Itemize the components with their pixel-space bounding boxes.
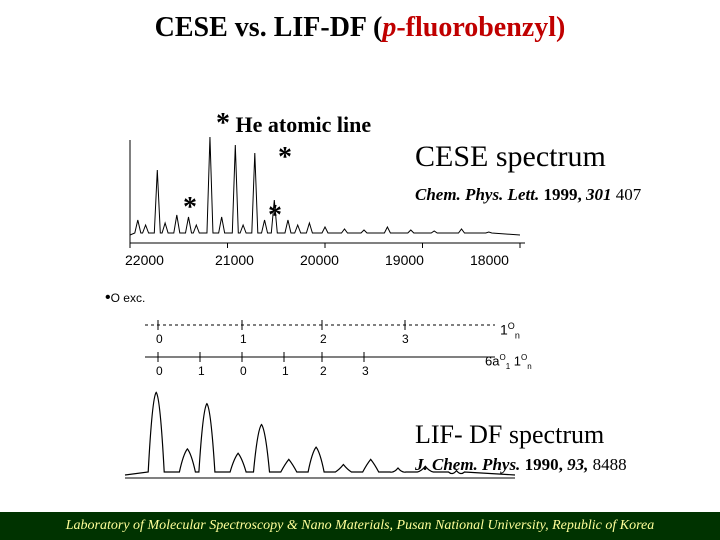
mid-bot-tick-l0: 0 — [156, 364, 163, 378]
lif-year: 1990, — [525, 455, 563, 474]
cese-year: 1999, — [543, 185, 581, 204]
mid-top-tick-2: 2 — [320, 332, 327, 346]
cese-spectrum-chart — [115, 130, 535, 250]
slide-title: CESE vs. LIF-DF (p-fluorobenzyl) — [0, 0, 720, 44]
mid-bot-tick-r3: 3 — [362, 364, 369, 378]
lif-page: 8488 — [593, 455, 627, 474]
title-part1: CESE vs. LIF-DF ( — [155, 12, 383, 43]
mid-bot-right: 6aO1 1On — [485, 353, 532, 371]
title-part3: -fluorobenzyl) — [396, 12, 565, 43]
lif-df-label: LIF- DF spectrum — [415, 420, 604, 450]
mid-top-right-1: 1On — [500, 321, 520, 340]
top-xtick-4: 18000 — [470, 252, 509, 268]
footer-text: Laboratory of Molecular Spectroscopy & N… — [66, 518, 654, 534]
lif-citation: J. Chem. Phys. 1990, 93, 8488 — [415, 455, 627, 475]
mid-top-tick-3: 3 — [402, 332, 409, 346]
mid-bot-tick-r2: 2 — [320, 364, 327, 378]
top-xtick-0: 22000 — [125, 252, 164, 268]
cese-page: 407 — [616, 185, 642, 204]
title-part2: p — [382, 12, 396, 43]
cese-vol: 301 — [586, 185, 612, 204]
top-xtick-1: 21000 — [215, 252, 254, 268]
mid-top-tick-1: 1 — [240, 332, 247, 346]
mid-bot-tick-r0: 0 — [240, 364, 247, 378]
mid-bot-tick-l1: 1 — [198, 364, 205, 378]
lif-journal: J. Chem. Phys. — [415, 455, 520, 474]
footer-bar: Laboratory of Molecular Spectroscopy & N… — [0, 512, 720, 540]
mid-top-tick-0: 0 — [156, 332, 163, 346]
top-xtick-2: 20000 — [300, 252, 339, 268]
top-xtick-3: 19000 — [385, 252, 424, 268]
mid-bot-tick-r1: 1 — [282, 364, 289, 378]
lif-vol: 93, — [567, 455, 588, 474]
